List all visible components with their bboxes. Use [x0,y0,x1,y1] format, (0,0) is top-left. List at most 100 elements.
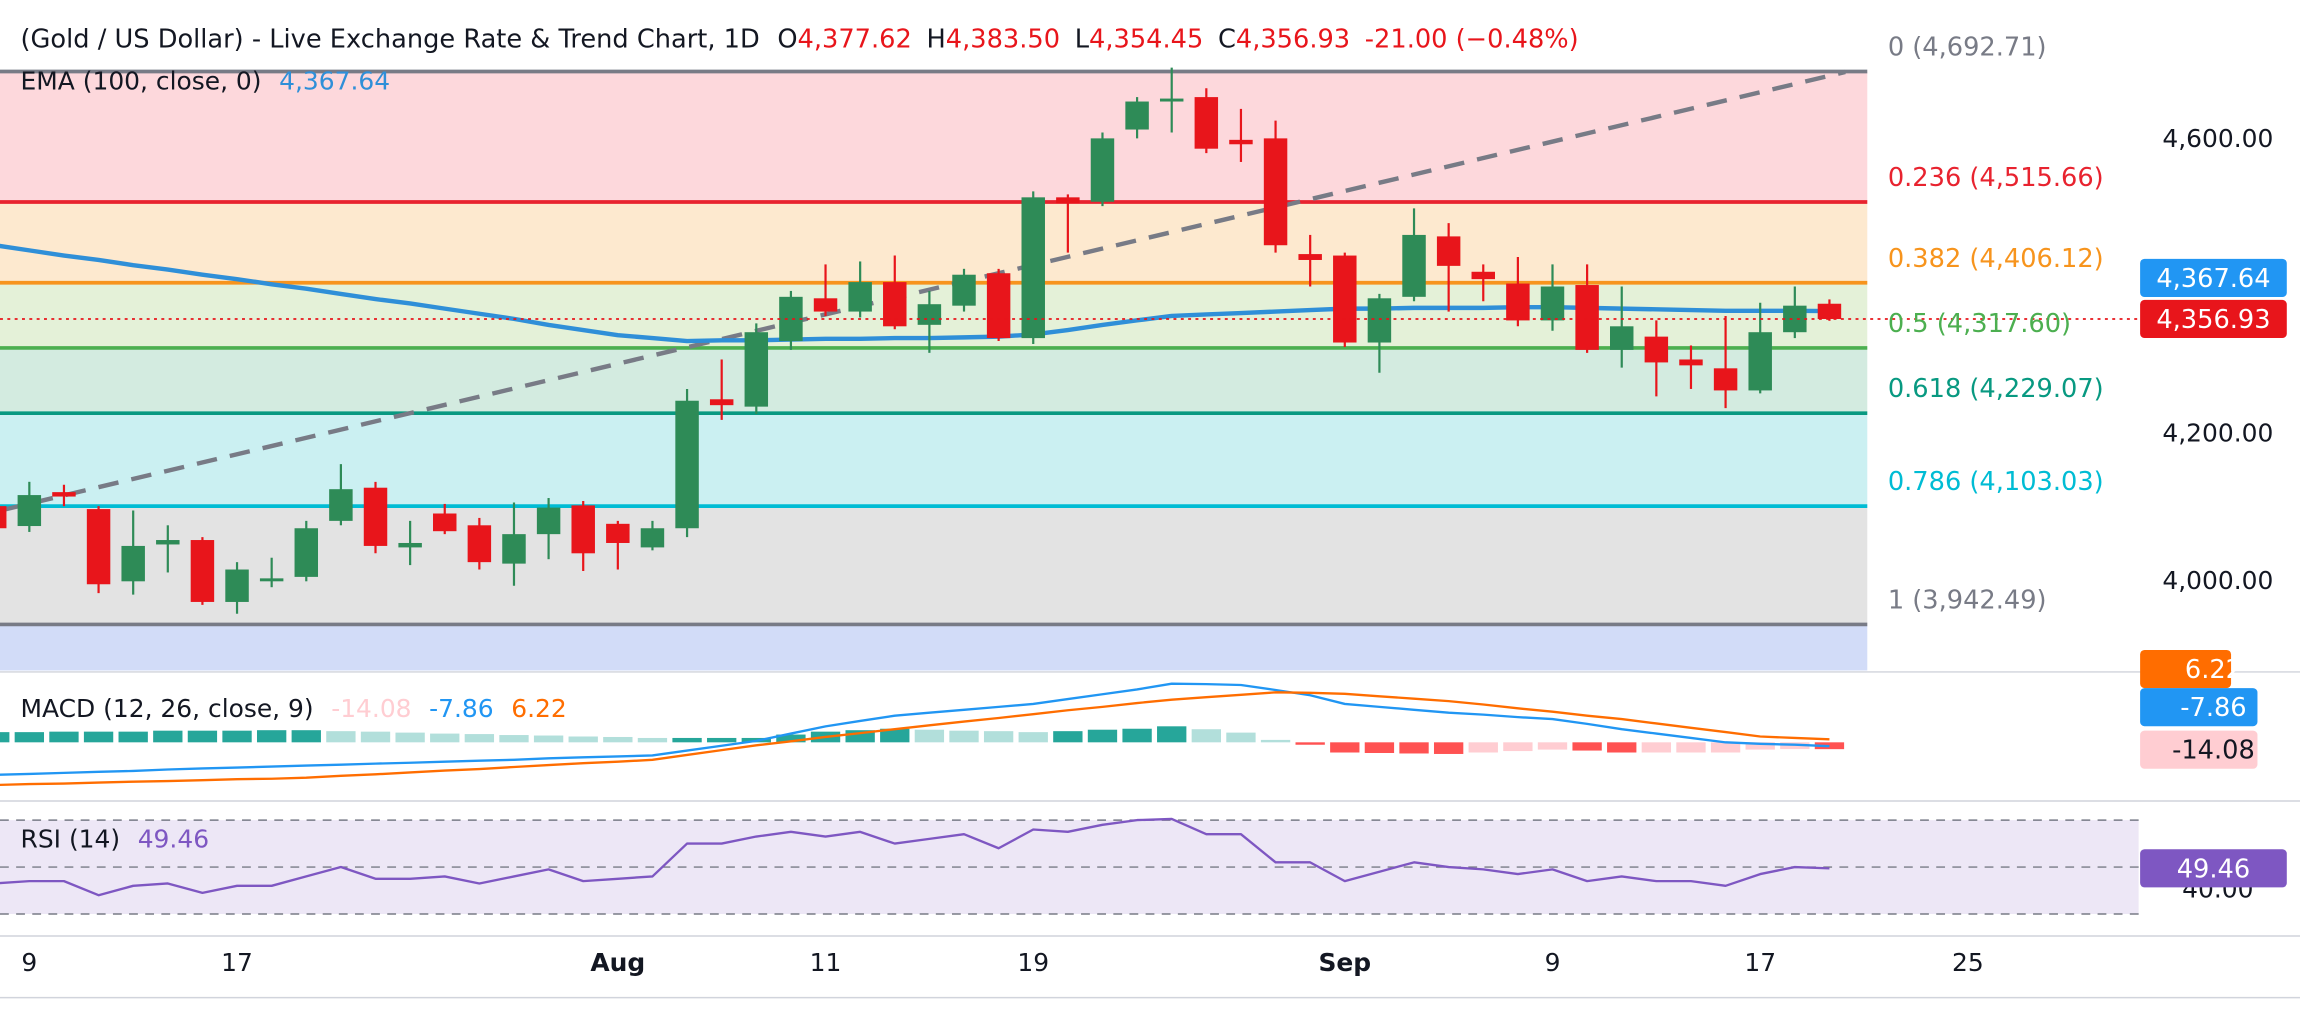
candle-body [779,296,803,342]
last-price-text: 4,356.93 [2156,305,2270,335]
ema-price-text: 4,367.64 [2156,264,2270,294]
macd-histogram-bar [187,730,218,743]
macd-histogram-bar [83,731,114,743]
ohlc-key: O [777,24,797,54]
ohlc-key: L [1075,24,1090,54]
x-tick-label: 9 [1545,948,1561,977]
y-tick-label: 4,000.00 [2162,566,2273,595]
fib-label: 0 (4,692.71) [1888,33,2047,63]
macd-histogram-bar [1018,732,1048,743]
candle-body [433,513,457,532]
candle-body [1436,236,1461,266]
candle-body [1090,138,1115,202]
ema-legend: EMA (100, close, 0) 4,367.64 [21,66,391,95]
fib-label: 0.786 (4,103.03) [1888,467,2104,497]
macd-histogram-bar [1330,742,1360,753]
rsi-value-box [2140,849,2287,888]
candle-body [1817,303,1842,319]
macd-histogram-bar [880,728,910,743]
y-tick-label: 4,200.00 [2162,419,2273,448]
macd-histogram-bar [291,730,321,743]
x-tick-label: 25 [1952,948,1984,977]
candle-body [329,489,353,521]
candle-body [156,540,180,545]
macd-histogram-bar [222,730,252,743]
candle-body [1229,139,1253,145]
macd-histogram-bar [118,731,148,743]
candle-body [1263,138,1288,246]
candle-body [744,332,769,407]
candle-body [709,399,734,406]
macd-histogram-bar [1468,742,1498,753]
candle-body [1056,197,1080,204]
rsi-value-text: 49.46 [2177,854,2250,884]
ohlc-key: C [1218,24,1236,54]
candle-body [606,523,630,543]
macd-histogram-bar [1087,729,1118,743]
ema-price-box [2140,258,2287,297]
macd-histogram-bar [1572,742,1602,751]
candle-body [1471,271,1495,280]
macd-histogram-bar [499,735,529,743]
y-tick-label: 4,600.00 [2162,124,2273,153]
ohlc-value: 4,356.93 [1236,24,1350,54]
header-title: (Gold / US Dollar) - Live Exchange Rate … [21,24,760,54]
candle-body [1783,305,1807,333]
macd-pane [0,682,1845,787]
candle-body [675,400,699,529]
macd-histogram-bar [0,732,10,743]
macd-histogram-bar [707,737,737,743]
candle-body [294,528,319,577]
macd-histogram-bar [637,737,668,743]
macd-histogram-bar [360,731,391,743]
rsi-legend: RSI (14) 49.46 [21,825,210,854]
candle-body [917,304,942,325]
last-price-box [2140,299,2287,339]
fib-label: 0.5 (4,317.60) [1888,309,2071,339]
macd-histogram-bar [949,730,979,743]
candle-body [986,273,1011,339]
candle-body [398,542,422,548]
macd-histogram-bar [672,737,702,743]
macd-histogram-bar [1191,729,1221,743]
macd-legend: MACD (12, 26, close, 9) -14.08 -7.86 6.22 [21,694,567,723]
candle-body [363,487,388,546]
macd-histogram-bar [1364,742,1395,753]
macd-histogram-bar [1053,731,1083,743]
macd-value-text: -7.86 [2180,693,2246,723]
candle-body [1298,254,1322,260]
macd-histogram-bar [1503,742,1533,752]
macd-histogram-bar [1433,742,1464,754]
macd-histogram-bar [1641,742,1672,753]
x-tick-label: Aug [590,948,645,977]
ema-legend-value: 4,367.64 [279,66,390,95]
candle-body [1610,326,1634,350]
macd-histogram-bar [326,731,356,743]
fib-zone [0,347,1868,414]
candle-body [1679,359,1703,366]
candle-body [813,298,838,312]
ema-legend-name: EMA (100, close, 0) [21,66,262,95]
candle-body [0,506,7,529]
macd-histogram-bar [1537,742,1568,750]
candle-body [1644,336,1669,363]
x-tick-label: 9 [21,948,37,977]
candle-body [1402,234,1426,297]
macd-legend-name: MACD (12, 26, close, 9) [21,694,314,723]
macd-line [0,682,1830,776]
macd-histogram-bar [1157,726,1187,743]
candle-body [190,540,215,602]
macd-histogram-bar [1226,732,1256,743]
candle-body [225,569,249,602]
fib-zone [0,624,1868,671]
macd-histogram-bar [914,729,945,743]
fib-label: 0.382 (4,406.12) [1888,244,2104,274]
macd-hist-text: -14.08 [2172,736,2255,766]
x-tick-label: 11 [810,948,842,977]
rsi-legend-name: RSI (14) [21,825,121,854]
x-tick-label: 19 [1017,948,1049,977]
fib-zone [0,202,1868,283]
candle-body [1506,283,1530,321]
candle-body [502,534,526,564]
x-tick-label: Sep [1318,948,1371,977]
